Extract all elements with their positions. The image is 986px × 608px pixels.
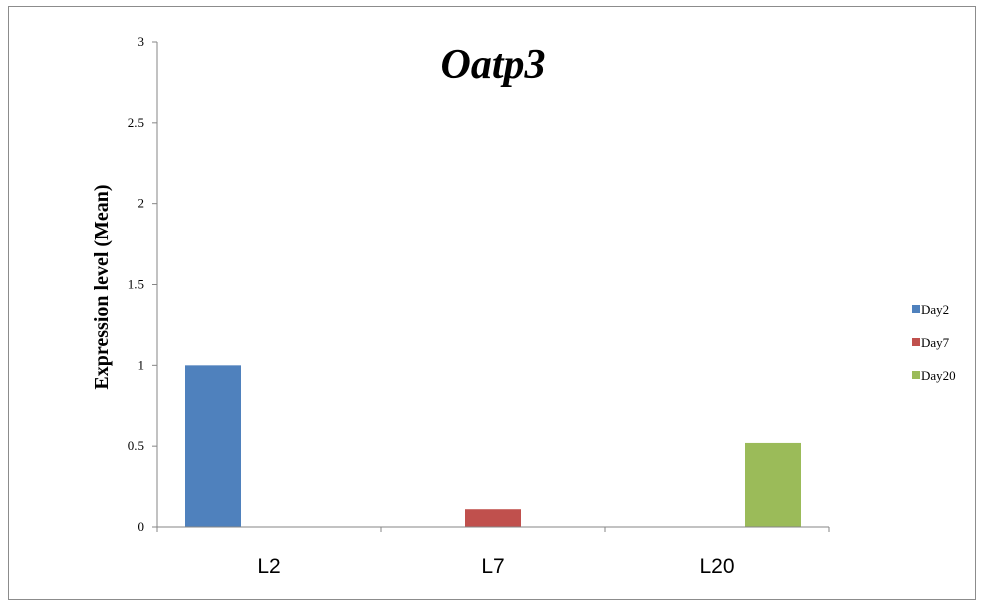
y-tick-label: 2 bbox=[138, 196, 145, 211]
x-tick-label: L7 bbox=[481, 555, 504, 578]
bars-group bbox=[185, 365, 801, 527]
x-tick-label: L20 bbox=[699, 555, 734, 578]
bar-day7-l7 bbox=[465, 509, 521, 527]
legend-label: Day2 bbox=[921, 302, 949, 317]
y-tick-label: 0 bbox=[138, 519, 145, 534]
x-tick-labels: L2 L7 L20 bbox=[156, 527, 830, 578]
legend-swatch bbox=[912, 305, 920, 313]
legend-label: Day20 bbox=[921, 368, 956, 383]
bar-day2-l2 bbox=[185, 365, 241, 527]
chart-frame bbox=[8, 6, 976, 600]
y-tick-labels: 0 0.5 1 1.5 2 2.5 3 bbox=[128, 34, 157, 534]
y-tick-label: 3 bbox=[138, 34, 145, 49]
y-tick-label: 2.5 bbox=[128, 115, 144, 130]
chart-title: Oatp3 bbox=[441, 42, 546, 88]
legend: Day2 Day7 Day20 bbox=[912, 302, 956, 383]
legend-swatch bbox=[912, 338, 920, 346]
y-tick-label: 1.5 bbox=[128, 277, 144, 292]
x-tick-label: L2 bbox=[257, 555, 280, 578]
y-axis-label: Expression level (Mean) bbox=[91, 184, 113, 389]
legend-swatch bbox=[912, 371, 920, 379]
y-tick-label: 0.5 bbox=[128, 438, 144, 453]
bar-day20-l20 bbox=[745, 442, 801, 527]
legend-label: Day7 bbox=[921, 335, 950, 350]
y-tick-label: 1 bbox=[138, 357, 145, 372]
axes-group bbox=[156, 42, 829, 528]
